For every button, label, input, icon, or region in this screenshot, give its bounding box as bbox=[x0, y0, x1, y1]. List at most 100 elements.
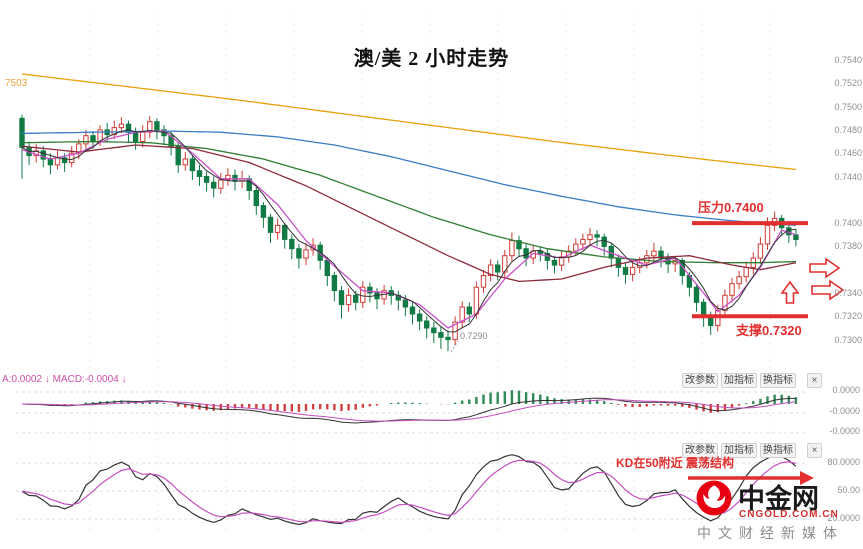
candle-body bbox=[537, 250, 543, 254]
main-y-axis-label: 0.7380 bbox=[834, 241, 862, 251]
low-pointer bbox=[450, 340, 459, 353]
macd-add-indicator-button[interactable]: 加指标 bbox=[721, 373, 757, 388]
candle-body bbox=[700, 301, 707, 317]
candle-body bbox=[551, 259, 558, 266]
candle-body bbox=[580, 238, 586, 245]
main-y-axis-label: 0.7340 bbox=[834, 288, 862, 298]
candle-body bbox=[168, 135, 174, 147]
candle-body bbox=[495, 264, 501, 273]
macd-y-axis-label: -0.0000 bbox=[829, 426, 860, 436]
right-arrow-1 bbox=[809, 257, 841, 279]
candle-body bbox=[679, 259, 685, 276]
candle-body bbox=[196, 170, 203, 177]
candle-body bbox=[651, 250, 657, 257]
annotations bbox=[450, 221, 845, 485]
candle-body bbox=[409, 306, 416, 315]
candle-body bbox=[274, 224, 281, 233]
macd-close-button[interactable]: × bbox=[807, 373, 822, 388]
main-y-axis-label: 0.7460 bbox=[834, 148, 862, 158]
macd-y-axis-label: -0.0000 bbox=[829, 406, 860, 416]
candle-body bbox=[61, 157, 68, 164]
candle-body bbox=[729, 283, 735, 296]
candle-body bbox=[282, 224, 288, 240]
candle-body bbox=[757, 243, 764, 259]
candle-body bbox=[90, 135, 96, 142]
macd-dea-line bbox=[21, 399, 796, 422]
candle-body bbox=[438, 332, 444, 338]
main-y-axis-label: 0.7320 bbox=[834, 311, 862, 321]
kdj-add-indicator-button[interactable]: 加指标 bbox=[721, 443, 757, 458]
candle-body bbox=[218, 179, 224, 189]
candle-body bbox=[331, 275, 338, 292]
candle-body bbox=[83, 135, 89, 145]
candle-body bbox=[431, 327, 437, 334]
candle-body bbox=[594, 234, 600, 238]
macd-values-label: A:0.0002 ↓ MACD:-0.0004 ↓ bbox=[2, 374, 127, 385]
candle-body bbox=[40, 150, 46, 160]
support-label: 支撑0.7320 bbox=[736, 323, 802, 338]
brand-tagline: 中文财经新媒体 bbox=[697, 525, 844, 541]
main-y-axis-label: 0.7500 bbox=[834, 102, 862, 112]
candle-body bbox=[601, 236, 607, 247]
kdj-close-button[interactable]: × bbox=[807, 443, 822, 458]
resistance-label: 压力0.7400 bbox=[698, 200, 764, 215]
candle-body bbox=[573, 243, 579, 252]
main-y-axis-label: 0.7440 bbox=[834, 172, 862, 182]
candle-body bbox=[303, 249, 309, 259]
candle-body bbox=[154, 121, 160, 131]
candle-body bbox=[69, 152, 75, 163]
candle-body bbox=[47, 158, 54, 166]
candle-body bbox=[622, 266, 629, 275]
candle-body bbox=[140, 131, 146, 142]
candle-body bbox=[353, 294, 359, 303]
macd-dif-line bbox=[21, 397, 796, 424]
ma-line-slow-yellow bbox=[21, 73, 796, 171]
candle-body bbox=[764, 224, 771, 245]
kdj-switch-indicator-button[interactable]: 换指标 bbox=[760, 443, 796, 458]
candle-body bbox=[736, 276, 742, 285]
candle-body bbox=[253, 190, 260, 207]
candle-body bbox=[324, 259, 331, 276]
candle-body bbox=[189, 158, 196, 172]
ma-line-black bbox=[21, 129, 796, 333]
ma-value-label: 7503 bbox=[5, 78, 28, 89]
candle-body bbox=[125, 123, 132, 133]
macd-switch-indicator-button[interactable]: 换指标 bbox=[760, 373, 796, 388]
candle-body bbox=[296, 248, 302, 259]
candle-body bbox=[182, 158, 189, 166]
ma-line-maroon bbox=[21, 144, 797, 283]
candle-body bbox=[509, 240, 515, 257]
candlesticks bbox=[19, 114, 799, 352]
candle-body bbox=[644, 255, 650, 264]
candle-body bbox=[367, 286, 373, 294]
candle-body bbox=[523, 248, 529, 259]
candle-body bbox=[402, 299, 409, 308]
main-y-axis-label: 0.7520 bbox=[834, 78, 862, 88]
candle-body bbox=[487, 264, 494, 276]
main-y-axis-label: 0.7400 bbox=[834, 218, 862, 228]
candle-body bbox=[658, 250, 664, 259]
kdj-y-axis-label: 20.0000 bbox=[827, 513, 860, 523]
kdj-panel bbox=[16, 454, 806, 526]
candle-body bbox=[466, 306, 473, 315]
kdj-d-line bbox=[21, 459, 797, 524]
brand-domain: CNGOLD.COM.CN bbox=[739, 509, 839, 520]
candle-body bbox=[544, 252, 551, 261]
kdj-trend-arrowhead bbox=[800, 471, 814, 485]
kdj-change-params-button[interactable]: 改参数 bbox=[682, 443, 718, 458]
candle-body bbox=[338, 290, 345, 306]
candle-body bbox=[267, 216, 274, 233]
macd-panel bbox=[16, 390, 806, 434]
macd-change-params-button[interactable]: 改参数 bbox=[682, 373, 718, 388]
candle-body bbox=[793, 234, 799, 241]
kdj-toolbar: 改参数 加指标 换指标 × bbox=[682, 443, 822, 458]
candle-body bbox=[615, 257, 622, 268]
brand-logo-icon bbox=[696, 480, 732, 516]
kdj-annotation-text: KD在50附近 震荡结构 bbox=[616, 456, 735, 470]
candle-body bbox=[111, 127, 117, 136]
up-arrow bbox=[780, 280, 800, 304]
candle-body bbox=[516, 240, 522, 250]
main-y-axis-label: 0.7540 bbox=[834, 55, 862, 65]
main-y-axis-label: 0.7480 bbox=[834, 125, 862, 135]
